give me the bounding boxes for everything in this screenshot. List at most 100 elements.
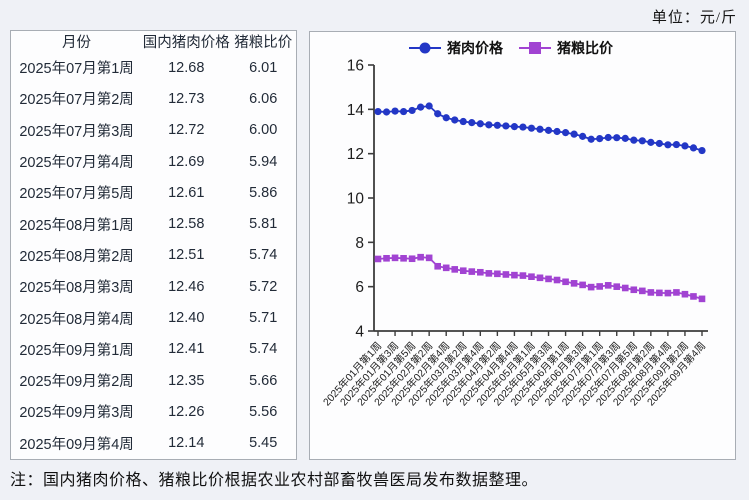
data-point <box>485 121 493 129</box>
data-point <box>451 266 459 273</box>
data-point <box>434 262 441 270</box>
table-row: 2025年09月第4周 12.14 5.45 <box>11 428 296 459</box>
data-point <box>681 142 689 150</box>
y-tick-label: 4 <box>355 324 364 341</box>
data-point <box>399 107 408 116</box>
table-row: 2025年08月第1周 12.58 5.81 <box>11 208 296 239</box>
data-point <box>425 102 433 110</box>
chart-legend: 猪肉价格 猪粮比价 <box>409 40 614 56</box>
data-point <box>672 140 681 149</box>
month-cell: 2025年09月第3周 <box>19 405 134 422</box>
data-point <box>604 282 612 289</box>
unit-label: 单位：元/斤 <box>651 10 737 26</box>
grain-ratio-cell: 5.74 <box>249 341 278 358</box>
data-point <box>374 107 382 116</box>
table-row: 2025年09月第2周 12.35 5.66 <box>11 365 296 396</box>
data-point <box>519 272 527 279</box>
grain-ratio-cell: 6.06 <box>249 90 278 107</box>
pork-price-cell: 12.26 <box>168 403 205 420</box>
data-point <box>382 108 391 116</box>
legend-label: 猪粮比价 <box>556 40 614 56</box>
month-cell: 2025年09月第1周 <box>19 342 134 359</box>
data-point <box>570 280 578 287</box>
grain-ratio-cell: 5.72 <box>249 278 278 295</box>
legend-circle-marker <box>419 42 431 54</box>
pork-price-cell: 12.68 <box>168 59 205 76</box>
pork-price-cell: 12.72 <box>168 122 205 139</box>
data-point <box>604 133 612 142</box>
table-row: 2025年08月第2周 12.51 5.74 <box>11 240 296 271</box>
data-point <box>459 267 467 275</box>
data-point <box>417 103 425 111</box>
pork-price-cell: 12.51 <box>168 247 205 264</box>
data-point <box>383 254 390 262</box>
data-point <box>630 286 638 294</box>
data-point <box>451 116 459 124</box>
grain-ratio-cell: 6.01 <box>249 59 278 76</box>
data-point <box>673 289 680 296</box>
data-point <box>408 255 416 263</box>
month-cell: 2025年07月第4周 <box>19 155 134 172</box>
data-point <box>374 255 382 263</box>
series-pork-price <box>374 102 706 155</box>
month-cell: 2025年08月第4周 <box>19 311 134 328</box>
table-row: 2025年07月第2周 12.73 6.06 <box>11 83 296 114</box>
data-point <box>511 271 518 279</box>
data-point <box>690 293 697 300</box>
month-cell: 2025年07月第2周 <box>19 92 134 109</box>
grain-ratio-cell: 5.94 <box>249 153 278 170</box>
grain-ratio-cell: 5.56 <box>249 403 278 420</box>
grain-ratio-cell: 5.74 <box>249 247 278 264</box>
data-point <box>562 278 569 286</box>
data-point <box>656 289 663 297</box>
data-point <box>544 126 553 134</box>
data-point <box>579 281 586 289</box>
data-point <box>425 254 433 262</box>
data-point <box>655 139 663 148</box>
data-point <box>639 287 646 295</box>
data-point <box>553 276 561 284</box>
data-point <box>502 271 510 278</box>
legend-label: 猪肉价格 <box>446 40 504 56</box>
pork-price-cell: 12.46 <box>168 278 205 295</box>
grain-ratio-cell: 5.45 <box>249 435 278 452</box>
table-row: 2025年07月第3周 12.72 6.00 <box>11 115 296 146</box>
grain-ratio-cell: 6.00 <box>249 122 278 139</box>
pork-price-cell: 12.61 <box>168 184 205 201</box>
pork-price-cell: 12.40 <box>168 310 205 327</box>
y-tick-label: 8 <box>355 235 364 252</box>
pork-price-cell: 12.41 <box>168 341 205 358</box>
table-row: 2025年09月第3周 12.26 5.56 <box>11 396 296 427</box>
month-cell: 2025年09月第2周 <box>19 374 134 391</box>
data-point <box>698 295 706 303</box>
grain-ratio-cell: 5.86 <box>249 184 278 201</box>
data-point <box>553 127 561 136</box>
data-point <box>689 144 698 152</box>
data-point <box>621 134 629 142</box>
y-tick-label: 12 <box>347 146 364 163</box>
data-point <box>476 120 484 128</box>
data-point <box>510 123 519 131</box>
col-header-pork-price: 国内猪肉价格 <box>142 35 230 51</box>
data-point <box>408 106 416 115</box>
data-point <box>527 124 536 132</box>
data-point <box>545 275 552 283</box>
grain-ratio-cell: 5.66 <box>249 372 278 389</box>
table-row: 2025年08月第4周 12.40 5.71 <box>11 302 296 333</box>
table-row: 2025年09月第1周 12.41 5.74 <box>11 334 296 365</box>
data-point <box>596 134 604 143</box>
month-cell: 2025年07月第1周 <box>19 61 134 78</box>
y-tick-label: 10 <box>347 191 365 208</box>
x-axis-ticks: 2025年01月第1周2025年01月第3周2025年01月第5周2025年02… <box>320 331 708 408</box>
data-point <box>519 123 527 131</box>
data-point <box>494 270 501 278</box>
data-point <box>391 107 399 115</box>
table-row: 2025年08月第3周 12.46 5.72 <box>11 271 296 302</box>
grain-ratio-cell: 5.81 <box>249 216 278 233</box>
data-point <box>528 273 535 280</box>
data-point <box>485 270 493 277</box>
y-axis-ticks: 4 6 8 10 12 14 16 <box>347 58 374 341</box>
grain-ratio-cell: 5.71 <box>249 310 278 327</box>
data-point <box>579 132 587 140</box>
